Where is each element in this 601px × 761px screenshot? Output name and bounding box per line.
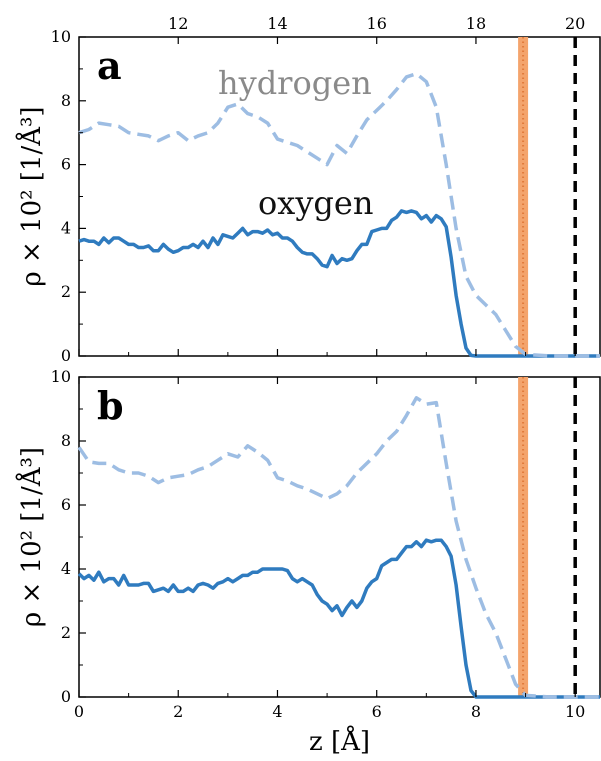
panel-a-ticks: 0 2 4 6 8 10 12 14 16 18 20 — [51, 14, 586, 365]
x-tick-label: 8 — [471, 702, 481, 721]
oxygen-series-line — [78, 209, 600, 358]
top-tick-label: 14 — [267, 14, 287, 33]
panel-a-series — [78, 71, 600, 358]
oxygen-series-line — [77, 538, 600, 699]
x-tick-label: 6 — [372, 702, 382, 721]
y-tick-label: 8 — [61, 431, 71, 450]
y-tick-label: 6 — [61, 495, 71, 514]
orange-band-marker — [518, 377, 529, 697]
y-tick-label: 0 — [61, 687, 71, 706]
x-tick-label: 4 — [272, 702, 282, 721]
hydrogen-series-label: hydrogen — [218, 64, 372, 102]
oxygen-series-label: oxygen — [258, 184, 373, 222]
x-tick-label: 10 — [565, 702, 585, 721]
x-tick-label: 0 — [74, 702, 84, 721]
panel-b-series — [77, 396, 600, 699]
panel-b-letter: b — [97, 383, 124, 428]
top-tick-label: 18 — [466, 14, 486, 33]
panel-a: 0 2 4 6 8 10 12 14 16 18 20 a hydrogen oxygen ρ × … — [15, 14, 601, 365]
panel-b-ticks: 0 2 4 6 8 10 0 2 4 6 8 10 — [51, 367, 586, 721]
x-axis-label: z [Å] — [309, 725, 370, 757]
panel-a-letter: a — [97, 43, 122, 88]
y-tick-label: 2 — [61, 623, 71, 642]
panel-b-y-axis-label: ρ × 10² [1/Å³] — [15, 447, 47, 627]
y-tick-label: 0 — [61, 346, 71, 365]
y-tick-label: 6 — [61, 155, 71, 174]
panel-b-markers — [518, 377, 577, 697]
panel-a-markers — [518, 37, 577, 356]
y-tick-label: 4 — [61, 218, 71, 237]
y-tick-label: 8 — [61, 91, 71, 110]
top-tick-label: 20 — [565, 14, 585, 33]
top-tick-label: 12 — [168, 14, 188, 33]
orange-band-marker — [518, 37, 529, 356]
y-tick-label: 10 — [51, 27, 71, 46]
top-tick-label: 16 — [367, 14, 387, 33]
hydrogen-series-line — [77, 396, 600, 699]
y-tick-label: 4 — [61, 559, 71, 578]
y-tick-label: 10 — [51, 367, 71, 386]
hydrogen-series-line — [78, 71, 600, 358]
x-tick-label: 2 — [173, 702, 183, 721]
panel-a-y-axis-label: ρ × 10² [1/Å³] — [15, 106, 47, 286]
y-tick-label: 2 — [61, 282, 71, 301]
panel-b: 0 2 4 6 8 10 0 2 4 6 8 10 b ρ × 10² [1/Å³] — [15, 367, 601, 721]
